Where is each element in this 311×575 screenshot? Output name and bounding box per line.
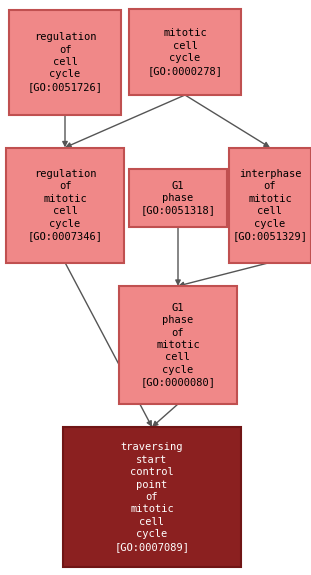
Text: regulation
of
cell
cycle
[GO:0051726]: regulation of cell cycle [GO:0051726]	[27, 32, 103, 92]
FancyBboxPatch shape	[63, 427, 241, 567]
FancyBboxPatch shape	[9, 10, 121, 114]
FancyBboxPatch shape	[129, 169, 227, 227]
FancyBboxPatch shape	[6, 148, 124, 263]
Text: mitotic
cell
cycle
[GO:0000278]: mitotic cell cycle [GO:0000278]	[147, 28, 222, 75]
Text: interphase
of
mitotic
cell
cycle
[GO:0051329]: interphase of mitotic cell cycle [GO:005…	[233, 169, 308, 241]
Text: G1
phase
[GO:0051318]: G1 phase [GO:0051318]	[141, 181, 216, 216]
Text: G1
phase
of
mitotic
cell
cycle
[GO:0000080]: G1 phase of mitotic cell cycle [GO:00000…	[141, 303, 216, 387]
FancyBboxPatch shape	[129, 9, 241, 95]
FancyBboxPatch shape	[229, 148, 311, 263]
Text: traversing
start
control
point
of
mitotic
cell
cycle
[GO:0007089]: traversing start control point of mitoti…	[114, 442, 189, 551]
FancyBboxPatch shape	[119, 286, 237, 404]
Text: regulation
of
mitotic
cell
cycle
[GO:0007346]: regulation of mitotic cell cycle [GO:000…	[27, 169, 103, 241]
